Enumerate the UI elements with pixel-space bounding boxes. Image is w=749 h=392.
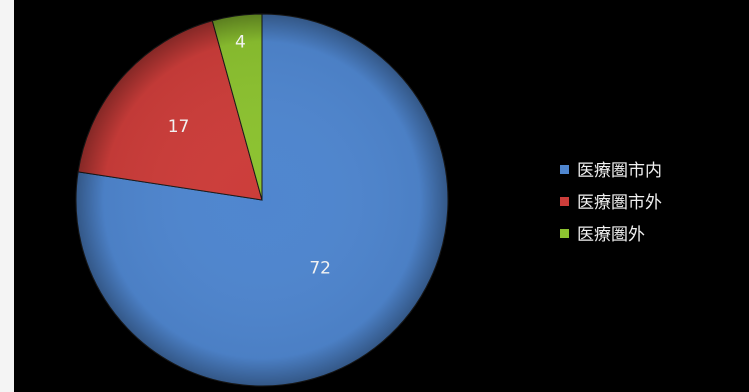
slice-value-label-2: 17 xyxy=(168,117,190,137)
legend-swatch-3 xyxy=(560,229,569,238)
pie-slices xyxy=(76,14,448,386)
legend-label-1: 医療圏市内 xyxy=(577,161,662,181)
legend-swatch-2 xyxy=(560,197,569,206)
legend-label-3: 医療圏外 xyxy=(577,225,645,245)
slice-value-label-3: 4 xyxy=(235,32,246,52)
legend-swatch-1 xyxy=(560,165,569,174)
slice-value-label-1: 72 xyxy=(309,259,331,279)
legend-label-2: 医療圏市外 xyxy=(577,193,662,213)
